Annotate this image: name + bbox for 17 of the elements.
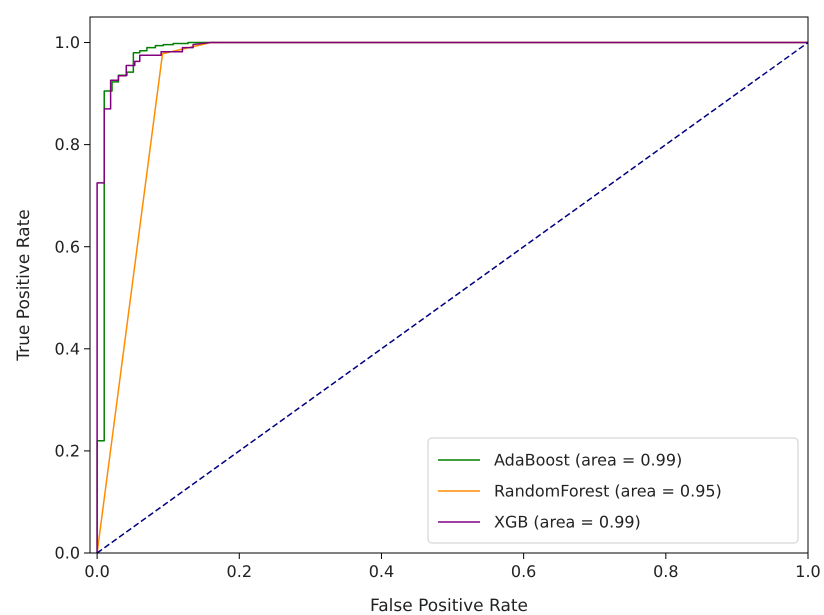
legend-label: RandomForest (area = 0.95): [494, 482, 722, 501]
legend-label: AdaBoost (area = 0.99): [494, 450, 682, 470]
y-tick-label: 0.4: [54, 339, 80, 358]
y-tick-label: 0.0: [54, 544, 80, 563]
x-tick-label: 1.0: [795, 562, 821, 581]
x-tick-label: 0.0: [84, 562, 110, 581]
legend-label: XGB (area = 0.99): [494, 512, 641, 532]
x-tick-label: 0.2: [226, 562, 252, 581]
x-axis-title: False Positive Rate: [370, 596, 528, 615]
y-tick-label: 1.0: [54, 33, 80, 52]
y-tick-label: 0.8: [54, 135, 80, 154]
x-tick-label: 0.8: [653, 562, 679, 581]
y-tick-label: 0.6: [54, 237, 80, 256]
x-tick-label: 0.6: [510, 562, 536, 581]
y-tick-label: 0.2: [54, 442, 80, 461]
y-axis-title: True Positive Rate: [14, 209, 34, 362]
x-tick-label: 0.4: [368, 562, 394, 581]
